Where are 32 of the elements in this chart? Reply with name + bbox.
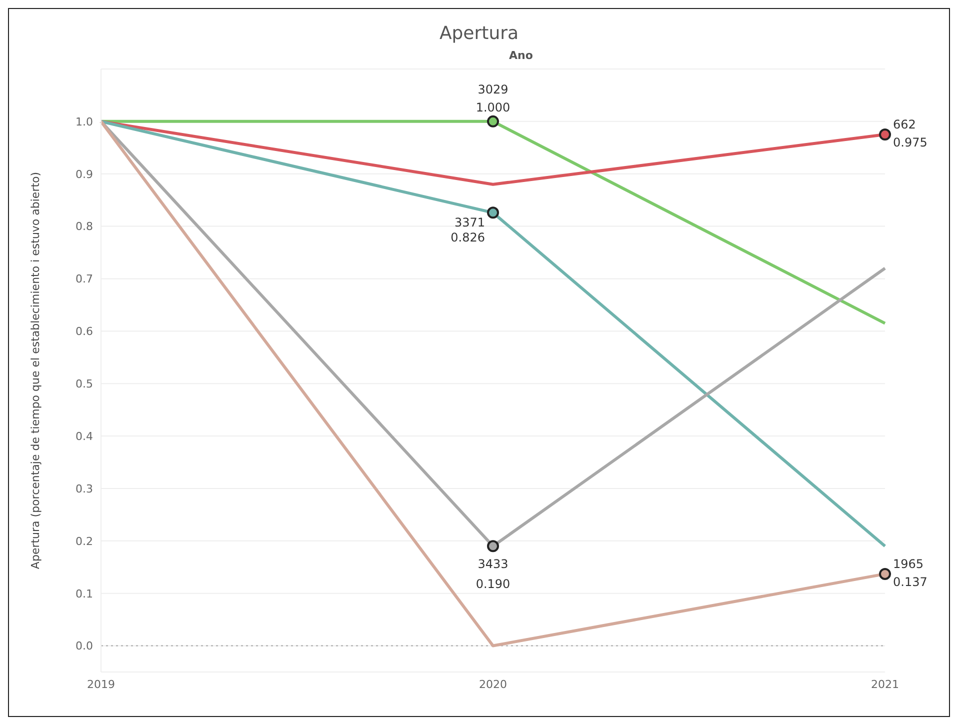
y-tick-label: 0.9 [76,168,93,181]
point [879,568,891,580]
series-label: 3433 [478,557,508,572]
series-label: 1965 [893,556,924,571]
y-tick-label: 1.0 [76,115,93,128]
data-label: 0.137 [893,574,928,589]
x-axis-title: Ano [509,49,533,62]
x-tick-label: 2021 [871,678,899,691]
x-tick-label: 2019 [87,678,115,691]
y-tick-label: 0.2 [76,534,93,548]
y-tick-label: 0.7 [76,272,93,286]
y-axis-title: Apertura (porcentaje de tiempo que el establecimiento i estuvo abierto) [28,172,42,570]
point [487,206,499,219]
data-label: 1.000 [476,100,510,114]
y-tick-label: 0.0 [76,640,93,653]
data-label: 0.190 [476,577,510,592]
chart-title: Apertura [438,23,520,44]
y-tick-label: 0.3 [76,482,93,496]
text: 3029 [478,82,508,96]
point [487,540,499,552]
y-tick-label: 0.5 [76,378,93,391]
data-label: 0.826 [450,230,485,245]
y-tick-label: 0.8 [76,220,93,234]
y-tick-label: 0.1 [76,587,93,600]
series-label: 662 [893,118,916,132]
x-tick-label: 2020 [479,678,507,691]
y-tick-label: 0.4 [76,430,93,443]
point [487,115,499,128]
data-label: 0.975 [893,136,928,150]
point [879,128,891,141]
series-label: 3371 [454,216,485,230]
y-tick-label: 0.6 [76,325,93,338]
